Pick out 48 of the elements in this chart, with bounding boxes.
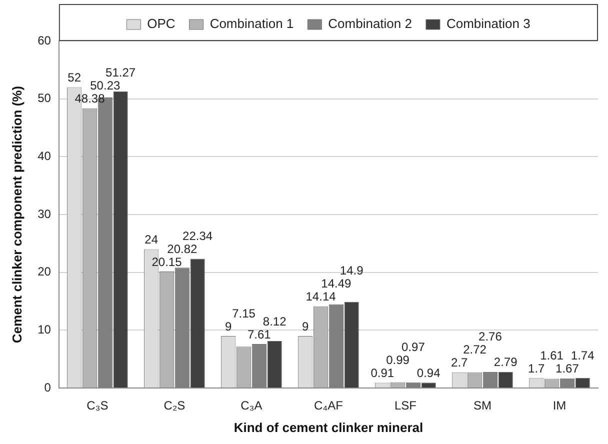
x-axis-title: Kind of cement clinker mineral [234, 420, 424, 435]
data-label: 52 [68, 70, 82, 85]
data-label: 50.23 [90, 78, 120, 93]
data-label: 24 [144, 232, 158, 247]
data-label: 14.49 [321, 276, 352, 291]
data-label: 8.12 [262, 314, 287, 328]
data-label: 9 [302, 319, 310, 334]
data-label: 14.14 [306, 290, 336, 304]
x-tick-label: C₂S [164, 398, 186, 413]
y-tick-label: 20 [38, 264, 52, 279]
y-tick-label: 10 [38, 322, 52, 336]
data-label: 1.7 [528, 361, 546, 376]
legend-label: Combination 3 [446, 16, 530, 32]
data-label: 9 [225, 319, 232, 334]
data-label: 2.7 [451, 356, 468, 370]
data-label: 22.34 [182, 228, 213, 243]
data-label: 1.67 [556, 362, 580, 376]
y-tick-label: 50 [38, 91, 52, 106]
data-label: 0.94 [416, 366, 441, 380]
data-label: 0.91 [370, 366, 394, 380]
data-label: 1.61 [540, 348, 564, 362]
data-label: 2.79 [494, 355, 518, 370]
data-label: 0.97 [402, 340, 426, 354]
x-tick-label: C₃S [86, 398, 108, 413]
legend-label: Combination 1 [210, 16, 294, 32]
y-tick-label: 40 [38, 148, 52, 163]
data-label: 2.72 [463, 342, 487, 357]
data-label: 48.38 [74, 92, 106, 106]
y-tick-label: 0 [44, 380, 52, 394]
y-tick-label: 30 [38, 206, 52, 221]
legend-label: OPC [147, 16, 176, 32]
y-tick-label: 60 [38, 33, 52, 48]
data-label: 7.15 [232, 306, 256, 320]
x-tick-label: IM [552, 398, 566, 413]
data-label: 0.99 [386, 353, 410, 368]
x-tick-label: LSF [394, 398, 416, 413]
data-label: 14.9 [340, 264, 364, 278]
data-label: 2.76 [478, 330, 502, 344]
y-axis-title: Cement clinker component prediction (%) [9, 86, 24, 344]
data-label: 51.27 [106, 66, 136, 80]
legend-label: Combination 2 [328, 16, 412, 32]
data-label: 20.15 [152, 254, 182, 269]
data-label: 1.74 [570, 348, 595, 363]
x-tick-label: C₄AF [314, 398, 343, 413]
data-label: 20.82 [167, 242, 198, 256]
x-tick-label: SM [473, 398, 492, 413]
data-label: 7.61 [247, 327, 272, 342]
x-tick-label: C₃A [240, 398, 262, 413]
